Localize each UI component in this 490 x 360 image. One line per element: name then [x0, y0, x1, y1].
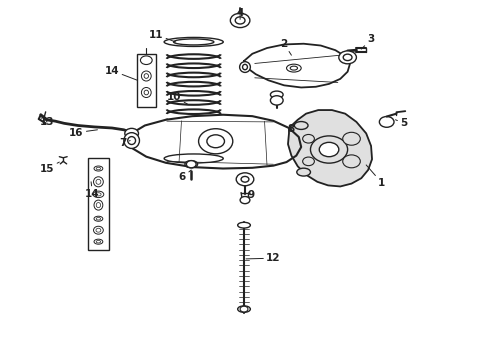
Ellipse shape [238, 306, 250, 312]
Text: 4: 4 [237, 8, 244, 19]
Ellipse shape [185, 161, 197, 168]
Ellipse shape [94, 166, 103, 171]
Ellipse shape [94, 226, 103, 234]
Text: 14: 14 [105, 66, 138, 80]
Polygon shape [130, 115, 301, 168]
Circle shape [141, 56, 152, 64]
FancyBboxPatch shape [137, 54, 156, 107]
Circle shape [339, 51, 356, 64]
Ellipse shape [96, 167, 100, 170]
Ellipse shape [290, 66, 297, 70]
Text: 3: 3 [361, 35, 375, 49]
Text: 16: 16 [69, 128, 98, 138]
Ellipse shape [294, 122, 308, 130]
Circle shape [241, 176, 249, 182]
Ellipse shape [94, 177, 103, 187]
Circle shape [186, 161, 196, 168]
Text: 6: 6 [179, 170, 191, 182]
Circle shape [311, 136, 347, 163]
Ellipse shape [94, 200, 103, 210]
Circle shape [125, 129, 139, 138]
Ellipse shape [240, 62, 250, 72]
Text: 10: 10 [167, 92, 187, 104]
Circle shape [343, 54, 352, 60]
Text: 14: 14 [85, 182, 100, 199]
Ellipse shape [96, 193, 101, 196]
Text: 5: 5 [395, 118, 407, 128]
Ellipse shape [144, 90, 148, 95]
Circle shape [230, 13, 250, 28]
Ellipse shape [96, 203, 100, 208]
Ellipse shape [124, 133, 140, 148]
Text: 7: 7 [119, 139, 130, 148]
Circle shape [303, 134, 315, 143]
Circle shape [303, 157, 315, 166]
Circle shape [343, 132, 360, 145]
Ellipse shape [142, 71, 151, 81]
Circle shape [207, 135, 224, 148]
Circle shape [240, 306, 248, 312]
Polygon shape [288, 110, 372, 186]
Ellipse shape [164, 37, 223, 46]
Circle shape [236, 173, 254, 186]
Ellipse shape [94, 216, 103, 221]
Circle shape [235, 17, 245, 24]
Ellipse shape [164, 154, 223, 163]
Polygon shape [244, 44, 350, 87]
Ellipse shape [94, 239, 103, 244]
Ellipse shape [128, 136, 136, 144]
Circle shape [319, 142, 339, 157]
Text: 12: 12 [246, 253, 281, 263]
Ellipse shape [96, 228, 101, 232]
Ellipse shape [93, 191, 104, 198]
Ellipse shape [142, 87, 151, 98]
Text: 2: 2 [280, 39, 292, 55]
Circle shape [379, 117, 394, 127]
Circle shape [270, 96, 283, 105]
Ellipse shape [173, 39, 214, 45]
Text: 1: 1 [366, 165, 386, 188]
Ellipse shape [243, 64, 247, 70]
Circle shape [343, 155, 360, 168]
Ellipse shape [270, 91, 283, 98]
FancyBboxPatch shape [88, 158, 109, 250]
Ellipse shape [96, 217, 100, 220]
Ellipse shape [297, 168, 311, 176]
Circle shape [240, 197, 250, 204]
Text: 11: 11 [149, 30, 175, 42]
Text: 15: 15 [40, 162, 59, 174]
Text: 9: 9 [245, 187, 254, 200]
Text: 8: 8 [288, 124, 295, 134]
Text: 13: 13 [40, 117, 54, 127]
Ellipse shape [287, 64, 301, 72]
Ellipse shape [144, 74, 148, 78]
Circle shape [198, 129, 233, 154]
Ellipse shape [96, 179, 101, 184]
Ellipse shape [238, 222, 250, 228]
Ellipse shape [96, 240, 100, 243]
